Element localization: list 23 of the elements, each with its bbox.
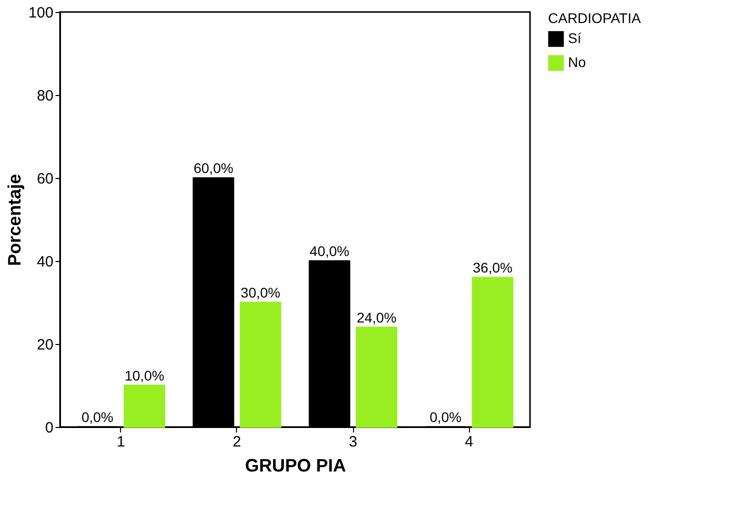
- data-label: 24,0%: [356, 309, 396, 326]
- data-label: 36,0%: [472, 260, 512, 276]
- data-label: 60,0%: [194, 160, 234, 176]
- data-label: 40,0%: [310, 243, 350, 259]
- data-label: 0,0%: [430, 409, 462, 425]
- y-tick-label: 20: [36, 336, 54, 354]
- y-tick-label: 80: [36, 88, 54, 104]
- x-tick-label: 3: [348, 434, 358, 450]
- y-tick-label: 100: [28, 4, 54, 22]
- legend-label: Sí: [568, 30, 582, 46]
- y-tick-label: 40: [36, 254, 54, 270]
- x-tick-label: 2: [232, 434, 242, 450]
- x-axis-title: GRUPO PIA: [244, 456, 346, 476]
- data-label: 30,0%: [240, 284, 280, 300]
- y-tick-label: 60: [36, 170, 54, 188]
- x-tick-label: 1: [116, 434, 126, 450]
- legend-label: No: [568, 54, 586, 70]
- y-axis-title: Porcentaje: [4, 174, 24, 266]
- x-tick-label: 4: [464, 434, 474, 450]
- data-label: 0,0%: [81, 409, 114, 425]
- data-label: 10,0%: [124, 368, 164, 384]
- y-tick-label: 0: [45, 420, 54, 436]
- legend-title: CARDIOPATIA: [548, 10, 642, 26]
